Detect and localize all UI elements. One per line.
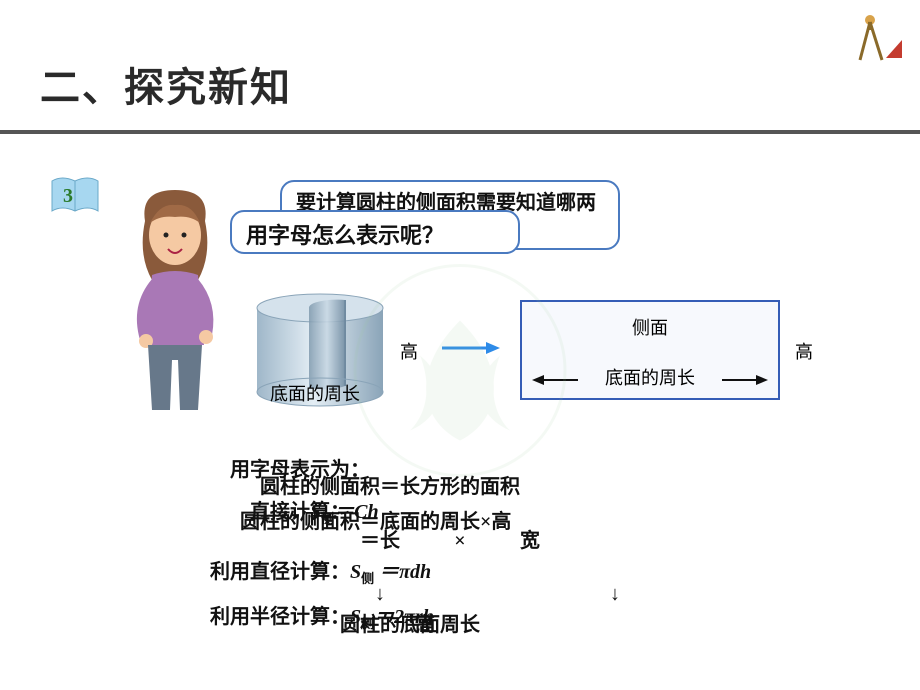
book-icon: 3 [50,175,100,215]
rect-height-label: 高 [795,338,813,364]
formula-block: 用字母表示为： 圆柱的侧面积＝长方形的面积 直接计算：S侧＝Ch 圆柱的侧面积＝… [210,455,810,641]
compass-icon [842,10,902,65]
title-rule [0,130,920,134]
formula-row-5b: 圆柱的底面周长 × 高 [210,610,810,641]
rect-right-arrow-icon [720,374,768,386]
unfold-arrow-icon [440,340,500,356]
title-area: 二、探究新知 [40,55,292,113]
speech-bubble-front: 用字母怎么表示呢？ [230,210,520,254]
slide: 二、探究新知 3 [0,0,920,690]
page-title: 二、探究新知 [40,55,292,113]
rectangle-diagram: 侧面 底面的周长 [520,300,780,400]
cylinder-height-label: 高 [400,338,418,364]
cylinder-circ-label: 底面的周长 [270,380,360,406]
rect-side-label: 侧面 [522,314,778,340]
teacher-icon [100,185,250,415]
book-number: 3 [63,185,73,207]
